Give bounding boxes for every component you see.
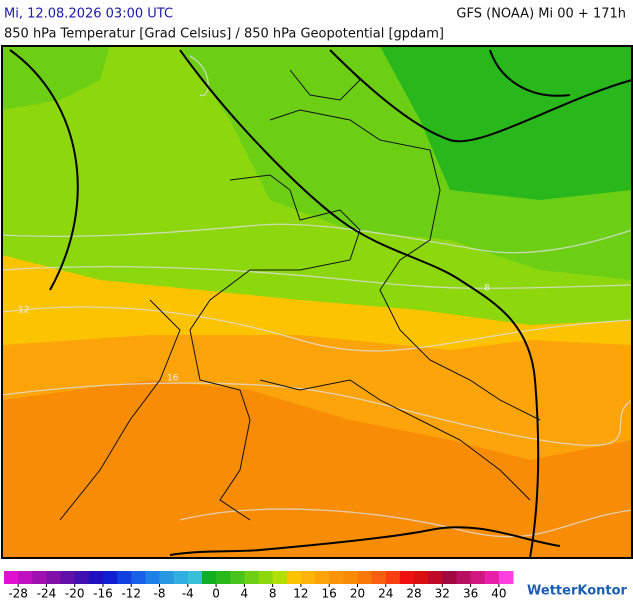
colorbar-tick-label: -20 — [65, 587, 85, 601]
colorbar-segment — [385, 571, 401, 584]
colorbar-segment — [4, 571, 19, 584]
colorbar-tick-label: -24 — [37, 587, 57, 601]
colorbar-segment — [117, 571, 132, 584]
model: GFS (NOAA) Mi 00 + 171h — [456, 7, 626, 22]
colorbar-tick-label: -12 — [121, 587, 141, 601]
colorbar-tick-label: 8 — [269, 587, 277, 601]
colorbar-segment — [442, 571, 457, 584]
colorbar-segment — [131, 571, 146, 584]
colorbar: -28 -24 -20 -16 -12 -8 -4 0 4 8 12 16 20 24 28 32 36 40 — [4, 571, 514, 601]
colorbar-tick-label: 16 — [322, 587, 337, 601]
colorbar-segment — [456, 571, 472, 584]
contour-label: 12 — [18, 306, 29, 316]
colorbar-segment — [18, 571, 33, 584]
colorbar-segment — [173, 571, 189, 584]
logo: WetterKontor — [527, 584, 628, 599]
colorbar-tick-label: 4 — [241, 587, 249, 601]
colorbar-segment — [484, 571, 500, 584]
colorbar-segment — [329, 571, 344, 584]
colorbar-tick-label: -4 — [182, 587, 194, 601]
contour-label: 16 — [167, 374, 179, 384]
colorbar-tick-label: -8 — [154, 587, 166, 601]
colorbar-segment — [32, 571, 47, 584]
colorbar-tick-label: 36 — [463, 587, 478, 601]
colorbar-segment — [244, 571, 259, 584]
colorbar-tick-label: 32 — [435, 587, 450, 601]
colorbar-tick-label: 0 — [212, 587, 220, 601]
colorbar-segment — [74, 571, 90, 584]
colorbar-segment — [414, 571, 429, 584]
colorbar-tick-label: 24 — [378, 587, 393, 601]
colorbar-segment — [187, 571, 203, 584]
colorbar-segment — [343, 571, 358, 584]
colorbar-tick-label: -28 — [8, 587, 28, 601]
colorbar-segment — [145, 571, 161, 584]
colorbar-segment — [46, 571, 62, 584]
colorbar-segment — [88, 571, 104, 584]
colorbar-segment — [258, 571, 274, 584]
contour-label: 8 — [484, 284, 490, 294]
map: 8 12 16 — [1, 45, 633, 559]
colorbar-tick-label: 12 — [293, 587, 308, 601]
colorbar-segment — [216, 571, 231, 584]
colorbar-segment — [428, 571, 443, 584]
subtitle: 850 hPa Temperatur [Grad Celsius] / 850 … — [4, 27, 444, 42]
colorbar-segment — [272, 571, 288, 584]
colorbar-segment — [371, 571, 387, 584]
colorbar-tick-label: 28 — [406, 587, 421, 601]
colorbar-segment — [102, 571, 118, 584]
colorbar-tick-label: -16 — [93, 587, 113, 601]
colorbar-segment — [60, 571, 76, 584]
colorbar-segment — [230, 571, 245, 584]
date: Mi, 12.08.2026 03:00 UTC — [4, 7, 173, 22]
colorbar-tick-label: 40 — [491, 587, 506, 601]
colorbar-segment — [286, 571, 302, 584]
colorbar-tick-label: 20 — [350, 587, 365, 601]
colorbar-segment — [300, 571, 316, 584]
colorbar-segment — [399, 571, 415, 584]
colorbar-segment — [315, 571, 330, 584]
colorbar-segment — [498, 571, 514, 584]
colorbar-segment — [357, 571, 373, 584]
colorbar-segment — [201, 571, 217, 584]
colorbar-segment — [470, 571, 486, 584]
colorbar-segment — [159, 571, 175, 584]
